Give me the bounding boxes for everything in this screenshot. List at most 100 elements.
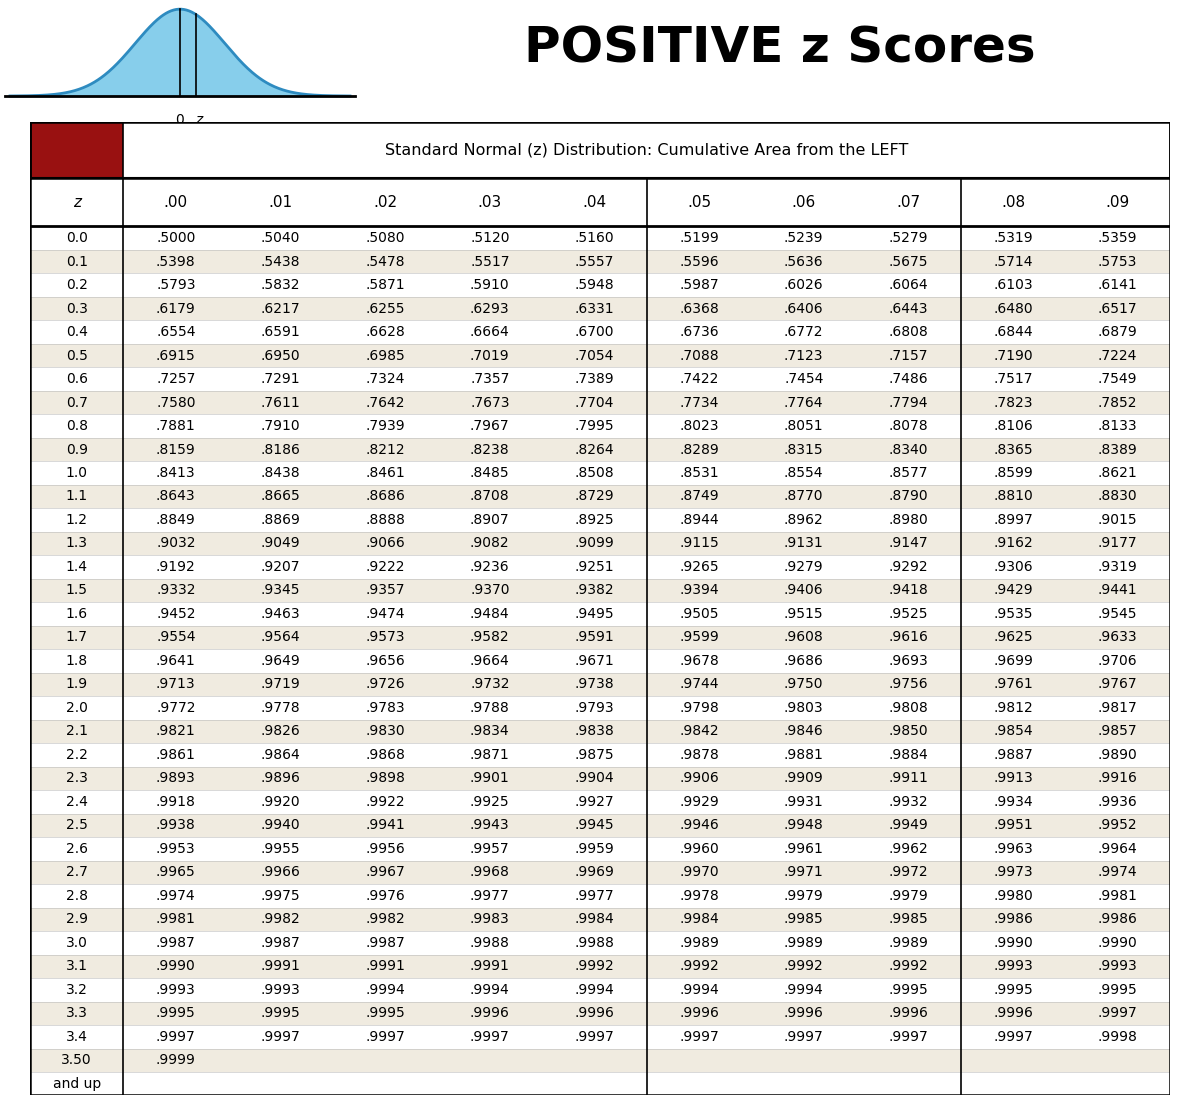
Text: .5279: .5279	[889, 231, 928, 246]
Text: .8106: .8106	[994, 419, 1033, 433]
Text: 1.8: 1.8	[66, 654, 88, 668]
Text: .9993: .9993	[1098, 959, 1138, 973]
Text: .08: .08	[1001, 195, 1025, 209]
Text: .6628: .6628	[365, 325, 404, 339]
Text: .7704: .7704	[575, 395, 614, 410]
Text: .6026: .6026	[784, 279, 823, 292]
Text: .9994: .9994	[679, 983, 719, 996]
Text: .9633: .9633	[1098, 631, 1138, 644]
Text: .9995: .9995	[1098, 983, 1138, 996]
Text: .9382: .9382	[575, 584, 614, 598]
Text: .9881: .9881	[784, 748, 823, 762]
Text: .9974: .9974	[156, 889, 196, 903]
Text: 0.0: 0.0	[66, 231, 88, 246]
Text: 1.9: 1.9	[66, 677, 88, 691]
Bar	[124, 122, 1170, 177]
Text: .9941: .9941	[365, 818, 404, 832]
Text: .6736: .6736	[679, 325, 719, 339]
Text: .9973: .9973	[994, 865, 1033, 880]
Text: .9370: .9370	[470, 584, 510, 598]
Text: .9719: .9719	[260, 677, 300, 691]
Text: .9989: .9989	[784, 936, 823, 950]
Bar	[30, 344, 1170, 368]
Text: .9452: .9452	[156, 607, 196, 621]
Text: .8289: .8289	[679, 443, 719, 457]
Text: .8997: .8997	[994, 513, 1033, 527]
Text: .8238: .8238	[470, 443, 510, 457]
Text: 2.6: 2.6	[66, 842, 88, 855]
Text: .9236: .9236	[470, 560, 510, 574]
Bar	[30, 720, 1170, 743]
Bar	[30, 1048, 1170, 1072]
Text: .9977: .9977	[470, 889, 510, 903]
Text: .9192: .9192	[156, 560, 196, 574]
Text: .9394: .9394	[679, 584, 719, 598]
Text: .9750: .9750	[784, 677, 823, 691]
Text: .7157: .7157	[889, 349, 928, 362]
Text: .7257: .7257	[156, 372, 196, 386]
Bar	[30, 250, 1170, 273]
Text: .6368: .6368	[679, 302, 719, 316]
Text: .09: .09	[1105, 195, 1129, 209]
Text: .6293: .6293	[470, 302, 510, 316]
Text: .7611: .7611	[260, 395, 300, 410]
Text: 2.9: 2.9	[66, 913, 88, 926]
Bar	[30, 227, 1170, 250]
Text: .9952: .9952	[1098, 818, 1138, 832]
Text: .9441: .9441	[1098, 584, 1138, 598]
Text: .9838: .9838	[575, 724, 614, 739]
Text: .9850: .9850	[888, 724, 928, 739]
Text: .9803: .9803	[784, 701, 823, 715]
Text: .9985: .9985	[784, 913, 823, 926]
Text: .9992: .9992	[575, 959, 614, 973]
Bar	[30, 1072, 1170, 1095]
Text: .9996: .9996	[575, 1006, 614, 1021]
Text: .9985: .9985	[888, 913, 929, 926]
Bar	[30, 814, 1170, 837]
Text: .9525: .9525	[889, 607, 928, 621]
Text: .9265: .9265	[679, 560, 719, 574]
Text: .8944: .8944	[679, 513, 719, 527]
Text: .6985: .6985	[365, 349, 404, 362]
Text: 1.7: 1.7	[66, 631, 88, 644]
Text: .9767: .9767	[1098, 677, 1138, 691]
Text: .9292: .9292	[888, 560, 928, 574]
Text: .9495: .9495	[575, 607, 614, 621]
Text: .9162: .9162	[994, 536, 1033, 550]
Text: .9830: .9830	[365, 724, 404, 739]
Text: .9463: .9463	[260, 607, 300, 621]
Text: .5636: .5636	[784, 254, 823, 269]
Text: .9884: .9884	[888, 748, 929, 762]
Text: .9995: .9995	[365, 1006, 404, 1021]
Text: .6064: .6064	[888, 279, 928, 292]
Text: .6406: .6406	[784, 302, 823, 316]
Text: 2.4: 2.4	[66, 795, 88, 809]
Bar	[30, 1002, 1170, 1025]
Text: 1.2: 1.2	[66, 513, 88, 527]
Text: .9976: .9976	[365, 889, 404, 903]
Text: .8665: .8665	[260, 490, 300, 503]
Text: .9671: .9671	[575, 654, 614, 668]
Text: .8686: .8686	[365, 490, 406, 503]
Text: .9955: .9955	[260, 842, 300, 855]
Text: .02: .02	[373, 195, 397, 209]
Text: .9992: .9992	[888, 959, 929, 973]
Text: .9984: .9984	[679, 913, 719, 926]
Text: 2.2: 2.2	[66, 748, 88, 762]
Text: .7324: .7324	[366, 372, 404, 386]
Bar	[30, 297, 1170, 320]
Text: POSITIVE z Scores: POSITIVE z Scores	[524, 24, 1036, 73]
Text: .9994: .9994	[575, 983, 614, 996]
Text: 0.1: 0.1	[66, 254, 88, 269]
Text: .7549: .7549	[1098, 372, 1138, 386]
Text: .7910: .7910	[260, 419, 300, 433]
Text: .7422: .7422	[679, 372, 719, 386]
Text: .9991: .9991	[470, 959, 510, 973]
Text: .9959: .9959	[575, 842, 614, 855]
Text: z: z	[196, 112, 203, 127]
Text: .9599: .9599	[679, 631, 719, 644]
Text: .9996: .9996	[994, 1006, 1033, 1021]
Text: 2.0: 2.0	[66, 701, 88, 715]
Text: .9429: .9429	[994, 584, 1033, 598]
Text: .9147: .9147	[888, 536, 928, 550]
